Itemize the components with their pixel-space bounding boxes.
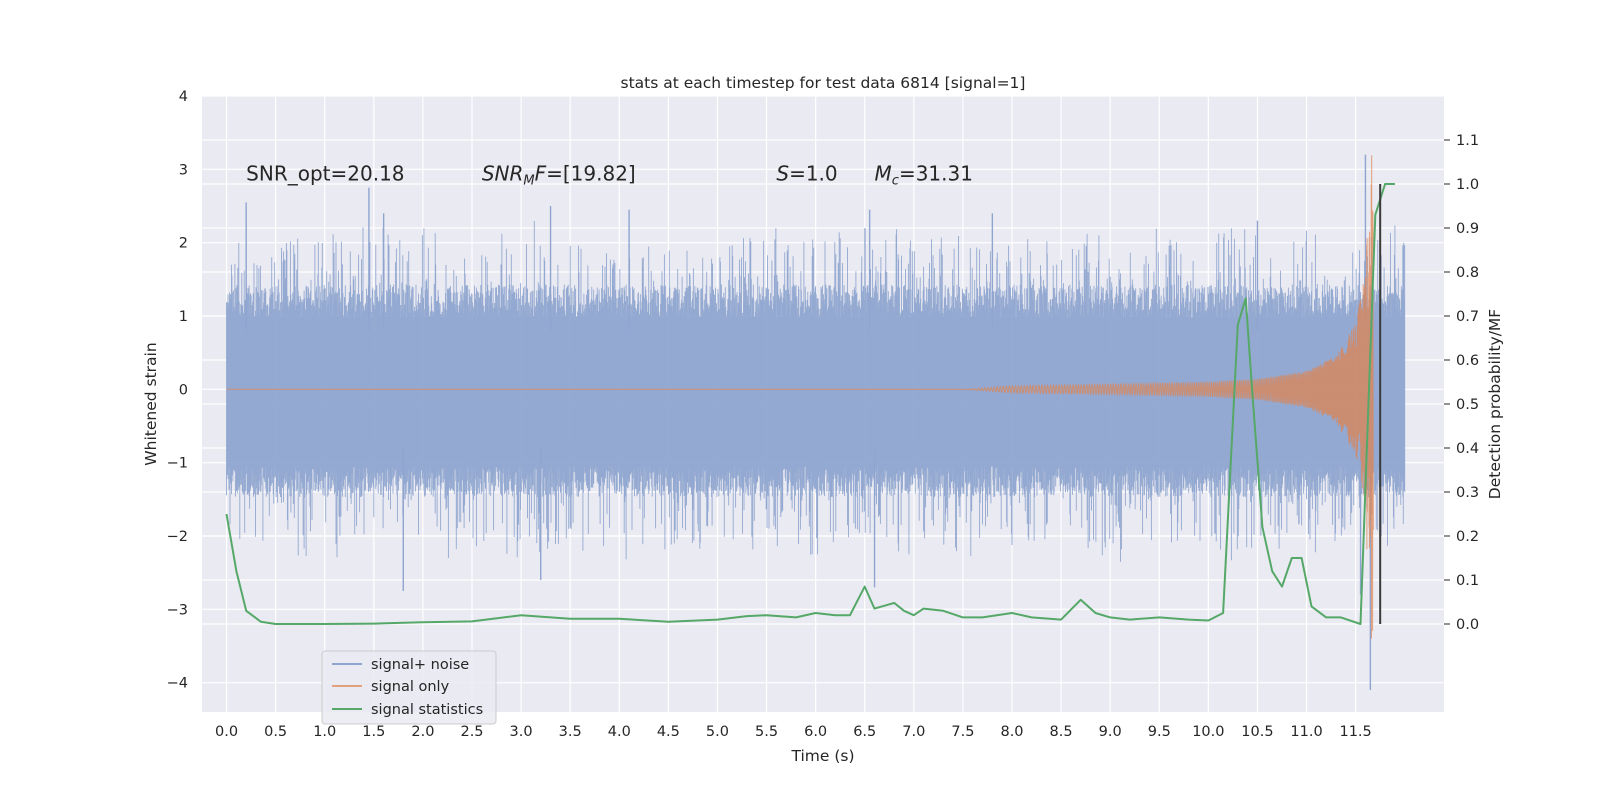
x-tick-label: 0.0 [215, 724, 238, 740]
annotation-snr-mf-subscript: M [523, 173, 534, 188]
x-tick-label: 0.5 [264, 724, 287, 740]
x-axis-label: Time (s) [790, 747, 854, 765]
y2-tick-label: 0.7 [1456, 309, 1479, 325]
annotation-snr-mf: SNRMF=[19.82] [482, 161, 636, 188]
chart-title: stats at each timestep for test data 681… [621, 74, 1026, 92]
y2-tick-label: 0.3 [1456, 485, 1479, 501]
x-tick-label: 8.5 [1050, 724, 1073, 740]
annotation-snr-mf-f: F [535, 161, 547, 185]
y-tick-label: 4 [179, 89, 188, 105]
legend-label-signal-statistics: signal statistics [371, 702, 483, 718]
y2-tick-label: 0.9 [1456, 221, 1479, 237]
y2-tick-label: 0.0 [1456, 617, 1479, 633]
x-tick-label: 2.5 [460, 724, 483, 740]
x-tick-label: 5.5 [755, 724, 778, 740]
y2-tick-label: 0.2 [1456, 529, 1479, 545]
signal-only-line [226, 155, 1374, 639]
signal-statistics-line [225, 183, 1395, 625]
x-tick-label: 1.5 [362, 724, 385, 740]
y-tick-label: −3 [167, 602, 188, 618]
legend-label-signal-only: signal only [371, 679, 450, 695]
y2-tick-label: 1.1 [1456, 133, 1479, 149]
series-signal-only [226, 155, 1374, 639]
y2-tick-labels: 1.1 1.0 0.9 0.8 0.7 0.6 0.5 0.4 0.3 0.2 0.1 0.0 [1444, 133, 1479, 633]
x-tick-label: 3.5 [559, 724, 582, 740]
annotation-spin-symbol: S [776, 161, 789, 185]
annotation-spin: S=1.0 [776, 161, 837, 185]
y2-tick-label: 0.1 [1456, 573, 1479, 589]
annotation-snr-mf-symbol: SNR [482, 161, 524, 185]
y-tick-label: 0 [179, 382, 188, 398]
x-tick-labels: 0.0 0.5 1.0 1.5 2.0 2.5 3.0 3.5 4.0 4.5 5.0 5.5 6.0 6… [215, 724, 1372, 740]
y-tick-label: 2 [179, 236, 188, 252]
annotation-chirp-mass-subscript: c [892, 173, 899, 188]
legend-box [321, 650, 497, 725]
x-tick-label: 2.0 [411, 724, 434, 740]
annotation-snr-opt: SNR_opt=20.18 [246, 161, 404, 185]
annotation-chirp-mass-symbol: M [875, 161, 892, 185]
y2-tick-label: 0.5 [1456, 397, 1479, 413]
legend: signal+ noise signal only signal statist… [321, 650, 497, 725]
y2-tick-label: 0.6 [1456, 353, 1479, 369]
x-tick-label: 3.0 [510, 724, 533, 740]
annotation-chirp-mass: Mc=31.31 [875, 161, 973, 188]
y-tick-label: 1 [179, 309, 188, 325]
y-tick-label: −2 [167, 529, 188, 545]
annotation-chirp-mass-value: =31.31 [899, 161, 973, 185]
x-tick-label: 7.0 [902, 724, 925, 740]
annotation-spin-value: =1.0 [789, 161, 838, 185]
y2-tick-label: 0.4 [1456, 441, 1479, 457]
x-tick-label: 10.5 [1241, 724, 1273, 740]
x-tick-label: 5.0 [706, 724, 729, 740]
x-tick-label: 11.5 [1339, 724, 1371, 740]
annotation-snr-mf-value: =[19.82] [546, 161, 636, 185]
y-tick-labels: 4 3 2 1 0 −1 −2 −3 −4 [167, 89, 188, 692]
y2-tick-label: 0.8 [1456, 265, 1479, 281]
x-tick-label: 8.0 [1000, 724, 1023, 740]
y2-axis-label: Detection probability/MF [1486, 309, 1504, 500]
series-signal-statistics [225, 183, 1395, 625]
x-tick-label: 1.0 [313, 724, 336, 740]
x-tick-label: 6.0 [804, 724, 827, 740]
y-tick-label: −1 [167, 456, 188, 472]
y-axis-label: Whitened strain [142, 342, 160, 465]
y2-tick-label: 1.0 [1456, 177, 1479, 193]
annotations: SNR_opt=20.18 SNRMF=[19.82] S=1.0 Mc=31.31 [246, 161, 973, 188]
y-tick-label: 3 [179, 162, 188, 178]
x-tick-label: 4.5 [657, 724, 680, 740]
x-tick-label: 9.0 [1099, 724, 1122, 740]
x-tick-label: 10.0 [1192, 724, 1224, 740]
y-tick-label: −4 [167, 676, 188, 692]
x-tick-label: 4.0 [608, 724, 631, 740]
x-tick-label: 11.0 [1290, 724, 1322, 740]
x-tick-label: 7.5 [951, 724, 974, 740]
x-tick-label: 9.5 [1148, 724, 1171, 740]
legend-label-signal-plus-noise: signal+ noise [371, 657, 469, 673]
x-tick-label: 6.5 [853, 724, 876, 740]
